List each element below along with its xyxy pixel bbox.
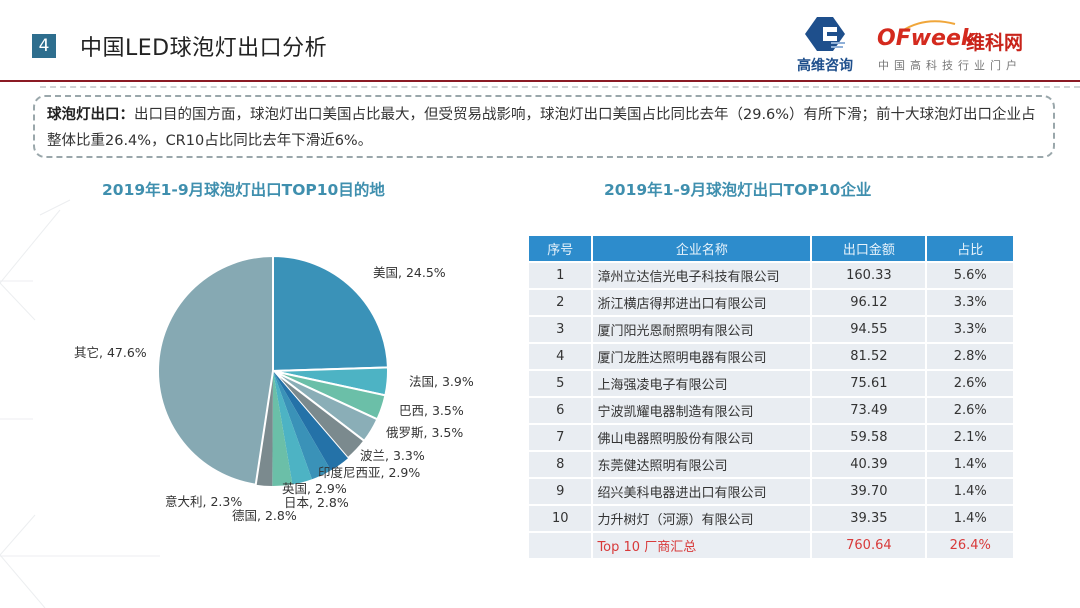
table-row: 10 力升树灯（河源）有限公司 39.35 1.4% [529, 506, 1013, 531]
cell-rank: 2 [529, 290, 592, 315]
pie-slice-10 [157, 254, 274, 486]
cell-amount: 96.12 [812, 290, 926, 315]
header-dashed-divider [40, 86, 1080, 88]
pie-label-germany: 德国, 2.8% [232, 508, 297, 523]
cell-share: 2.8% [927, 344, 1013, 369]
total-cell-amount: 760.64 [812, 533, 926, 558]
column-header-company: 企业名称 [593, 236, 811, 261]
pie-slice-0 [272, 254, 389, 373]
cell-company: 漳州立达信光电子科技有限公司 [593, 263, 811, 288]
cell-amount: 75.61 [812, 371, 926, 396]
cell-share: 1.4% [927, 452, 1013, 477]
table-row: 5 上海强凌电子有限公司 75.61 2.6% [529, 371, 1013, 396]
cell-share: 3.3% [927, 290, 1013, 315]
gaowei-logo-text: 高维咨询 [797, 58, 853, 74]
pie-label-indonesia: 印度尼西亚, 2.9% [318, 465, 420, 480]
top10-enterprise-table: 序号 企业名称 出口金额 占比 1 漳州立达信光电子科技有限公司 160.33 5.6… [527, 234, 1015, 560]
cell-share: 5.6% [927, 263, 1013, 288]
cell-rank: 4 [529, 344, 592, 369]
cell-share: 3.3% [927, 317, 1013, 342]
destination-pie-chart: 美国, 24.5% 法国, 3.9% 巴西, 3.5% 俄罗斯, 3.5% 波兰… [74, 254, 474, 523]
pie-label-other: 其它, 47.6% [74, 345, 147, 360]
total-cell-rank [529, 533, 592, 558]
gaowei-logo-icon [805, 17, 845, 51]
cell-amount: 160.33 [812, 263, 926, 288]
table-row: 7 佛山电器照明股份有限公司 59.58 2.1% [529, 425, 1013, 450]
table-row: 1 漳州立达信光电子科技有限公司 160.33 5.6% [529, 263, 1013, 288]
pie-slice-8 [272, 371, 293, 486]
ofweek-logo-subtitle: 中国高科技行业门户 [878, 59, 1022, 72]
cell-company: 绍兴美科电器进出口有限公司 [593, 479, 811, 504]
summary-text: 出口目的国方面，球泡灯出口美国占比最大，但受贸易战影响，球泡灯出口美国占比同比去… [47, 107, 1036, 149]
cell-rank: 6 [529, 398, 592, 423]
cell-company: 厦门龙胜达照明电器有限公司 [593, 344, 811, 369]
table-row: 9 绍兴美科电器进出口有限公司 39.70 1.4% [529, 479, 1013, 504]
cell-share: 2.6% [927, 398, 1013, 423]
cell-rank: 8 [529, 452, 592, 477]
cell-rank: 9 [529, 479, 592, 504]
cell-rank: 7 [529, 425, 592, 450]
cell-rank: 10 [529, 506, 592, 531]
header-divider [0, 80, 1080, 82]
table-row: 4 厦门龙胜达照明电器有限公司 81.52 2.8% [529, 344, 1013, 369]
table-total-row: Top 10 厂商汇总 760.64 26.4% [529, 533, 1013, 558]
cell-share: 2.1% [927, 425, 1013, 450]
pie-slice-6 [273, 371, 331, 480]
ofweek-logo-brand: OFweek [877, 26, 976, 51]
cell-rank: 1 [529, 263, 592, 288]
table-row: 3 厦门阳光恩耐照明有限公司 94.55 3.3% [529, 317, 1013, 342]
cell-amount: 39.35 [812, 506, 926, 531]
cell-company: 上海强凌电子有限公司 [593, 371, 811, 396]
pie-chart-title: 2019年1-9月球泡灯出口TOP10目的地 [102, 181, 385, 199]
ofweek-logo-cn: 维科网 [966, 32, 1024, 54]
cell-company: 东莞健达照明有限公司 [593, 452, 811, 477]
pie-slice-7 [273, 371, 312, 485]
cell-company: 厦门阳光恩耐照明有限公司 [593, 317, 811, 342]
cell-amount: 73.49 [812, 398, 926, 423]
pie-label-uk: 英国, 2.9% [282, 481, 347, 496]
total-cell-share: 26.4% [927, 533, 1013, 558]
cell-share: 1.4% [927, 506, 1013, 531]
cell-amount: 40.39 [812, 452, 926, 477]
cell-amount: 94.55 [812, 317, 926, 342]
cell-share: 2.6% [927, 371, 1013, 396]
pie-label-poland: 波兰, 3.3% [360, 448, 425, 463]
cell-amount: 59.58 [812, 425, 926, 450]
table-title: 2019年1-9月球泡灯出口TOP10企业 [604, 181, 872, 199]
pie-label-russia: 俄罗斯, 3.5% [386, 425, 463, 440]
ofweek-arc-icon [901, 20, 956, 32]
cell-amount: 81.52 [812, 344, 926, 369]
cell-rank: 5 [529, 371, 592, 396]
pie-slice-5 [273, 371, 348, 471]
cell-rank: 3 [529, 317, 592, 342]
pie-label-usa: 美国, 24.5% [373, 265, 446, 280]
total-cell-company: Top 10 厂商汇总 [593, 533, 811, 558]
table-header-row: 序号 企业名称 出口金额 占比 [529, 236, 1013, 261]
page-title: 中国LED球泡灯出口分析 [80, 36, 328, 61]
table-row: 2 浙江横店得邦进出口有限公司 96.12 3.3% [529, 290, 1013, 315]
pie-label-france: 法国, 3.9% [409, 374, 474, 389]
section-number-badge: 4 [32, 34, 56, 58]
table-row: 8 东莞健达照明有限公司 40.39 1.4% [529, 452, 1013, 477]
pie-label-japan: 日本, 2.8% [284, 495, 349, 510]
pie-label-italy: 意大利, 2.3% [165, 494, 242, 509]
summary-box: 球泡灯出口：出口目的国方面，球泡灯出口美国占比最大，但受贸易战影响，球泡灯出口美… [33, 95, 1055, 158]
cell-amount: 39.70 [812, 479, 926, 504]
slide-header: 4 中国LED球泡灯出口分析 高维咨询 OFweek 维科网 中国高科技行业门户 [0, 0, 1080, 88]
cell-company: 佛山电器照明股份有限公司 [593, 425, 811, 450]
cell-company: 宁波凯耀电器制造有限公司 [593, 398, 811, 423]
pie-slice-4 [272, 370, 366, 460]
summary-label: 球泡灯出口： [47, 107, 134, 123]
column-header-rank: 序号 [529, 236, 592, 261]
table-row: 6 宁波凯耀电器制造有限公司 73.49 2.6% [529, 398, 1013, 423]
column-header-share: 占比 [927, 236, 1013, 261]
cell-company: 力升树灯（河源）有限公司 [593, 506, 811, 531]
cell-share: 1.4% [927, 479, 1013, 504]
column-header-amount: 出口金额 [812, 236, 926, 261]
cell-company: 浙江横店得邦进出口有限公司 [593, 290, 811, 315]
pie-label-brazil: 巴西, 3.5% [399, 403, 464, 418]
